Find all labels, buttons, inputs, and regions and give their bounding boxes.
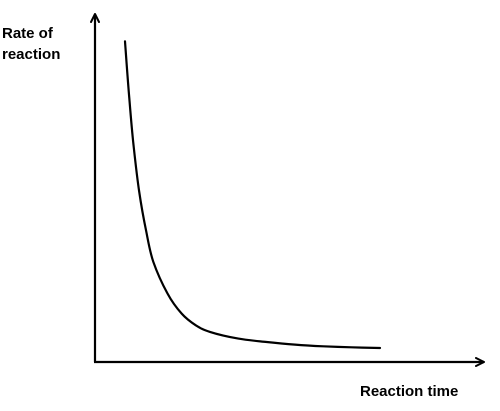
y-axis-label-line-2: reaction bbox=[2, 46, 60, 63]
y-axis-label-line-1: Rate of bbox=[2, 25, 54, 42]
x-axis-label: Reaction time bbox=[360, 383, 458, 400]
rate-decay-curve bbox=[123, 40, 382, 350]
